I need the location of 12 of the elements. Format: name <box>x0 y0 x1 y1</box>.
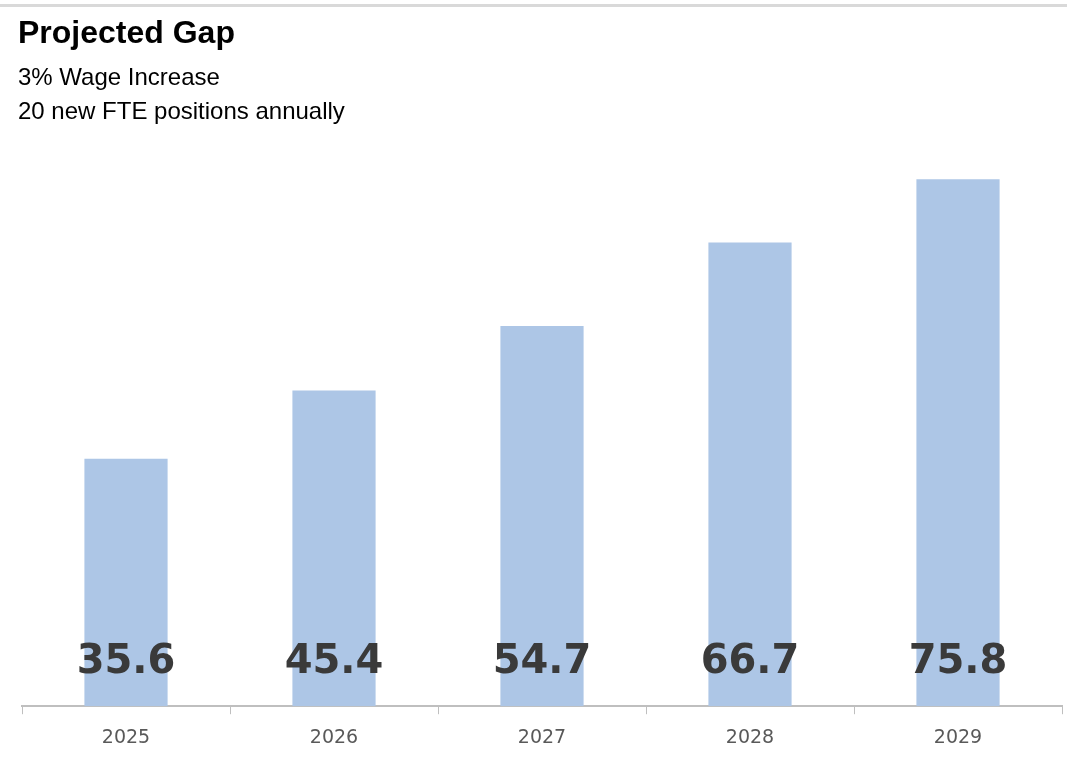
x-tick-label: 2028 <box>725 724 775 747</box>
x-tick-label: 2025 <box>101 724 151 747</box>
x-tick-label: 2026 <box>309 724 359 747</box>
x-tick-label: 2027 <box>517 724 567 747</box>
chart-subtitle: 3% Wage Increase 20 new FTE positions annually <box>18 62 345 126</box>
data-label: 75.8 <box>908 635 1008 682</box>
data-label: 45.4 <box>284 635 384 682</box>
chart-title: Projected Gap <box>18 14 235 51</box>
data-label: 35.6 <box>76 635 176 682</box>
data-label: 54.7 <box>492 635 592 682</box>
data-label: 66.7 <box>700 635 800 682</box>
x-tick-label: 2029 <box>933 724 983 747</box>
